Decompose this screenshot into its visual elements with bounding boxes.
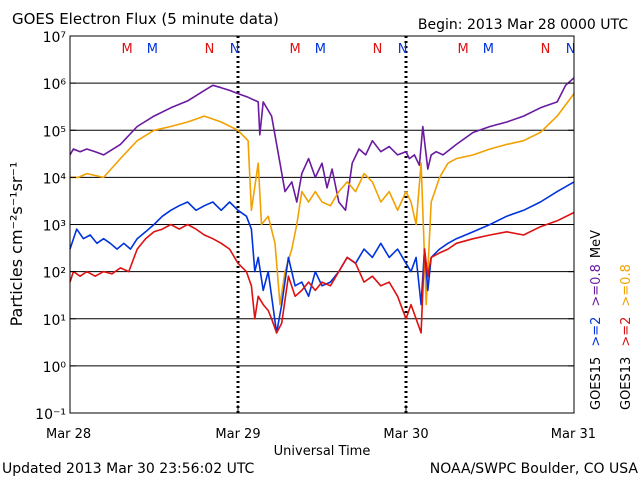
legend-satellite-1: GOES13 <box>619 357 634 410</box>
series-group <box>69 77 575 334</box>
mn-marker-2: N <box>205 42 215 57</box>
y-tick-label-3: 10² <box>43 266 66 282</box>
series-line-3 <box>69 211 575 334</box>
mn-marker-5: M <box>315 42 326 57</box>
x-tick-label-0: Mar 28 <box>46 427 91 442</box>
legend-group-1: GOES13 >=2 >=0.8 <box>619 264 634 410</box>
legend: GOES15 >=2 >=0.8 MeV GOES13 >=2 >=0.8 <box>589 230 634 410</box>
y-axis-label: Particles cm⁻²s⁻¹sr⁻¹ <box>7 162 26 327</box>
x-tick-label-2: Mar 30 <box>383 427 428 442</box>
mn-marker-9: M <box>483 42 494 57</box>
mn-marker-8: M <box>458 42 469 57</box>
series-line-0 <box>69 77 575 212</box>
y-tick-label-1: 10⁰ <box>43 360 67 376</box>
x-tick-label-1: Mar 29 <box>215 427 260 442</box>
mn-marker-3: N <box>230 42 240 57</box>
y-tick-label-6: 10⁵ <box>43 124 66 140</box>
y-tick-label-8: 10⁷ <box>43 30 66 46</box>
mn-marker-4: M <box>290 42 301 57</box>
legend-entry-1-0: >=2 <box>619 317 634 347</box>
y-tick-label-7: 10⁶ <box>43 77 67 93</box>
legend-unit: MeV <box>589 230 604 258</box>
updated-timestamp: Updated 2013 Mar 30 23:56:02 UTC <box>2 461 255 477</box>
legend-entry-0-0: >=2 <box>589 317 604 347</box>
y-tick-label-2: 10¹ <box>43 313 66 329</box>
mn-marker-1: M <box>147 42 158 57</box>
series-line-2 <box>69 181 575 334</box>
mn-marker-0: M <box>122 42 133 57</box>
credit-label: NOAA/SWPC Boulder, CO USA <box>430 461 639 477</box>
legend-entry-1-1: >=0.8 <box>619 264 634 306</box>
legend-entry-0-1: >=0.8 <box>589 264 604 306</box>
x-axis-label: Universal Time <box>274 444 371 459</box>
begin-time-label: Begin: 2013 Mar 28 0000 UTC <box>418 17 628 33</box>
x-tick-label-3: Mar 31 <box>551 427 596 442</box>
mn-marker-10: N <box>541 42 551 57</box>
y-tick-label-5: 10⁴ <box>43 171 67 187</box>
mn-marker-7: N <box>398 42 408 57</box>
y-tick-label-4: 10³ <box>43 219 66 235</box>
chart-title: GOES Electron Flux (5 minute data) <box>12 10 279 28</box>
legend-group-0: GOES15 >=2 >=0.8 MeV <box>589 230 604 410</box>
series-line-1 <box>70 93 575 306</box>
x-axis: Mar 28 Mar 29 Mar 30 Mar 31 <box>46 405 596 442</box>
y-tick-label-0: 10⁻¹ <box>35 407 66 423</box>
legend-satellite-0: GOES15 <box>589 357 604 410</box>
y-axis: 10⁻¹ 10⁰ 10¹ 10² 10³ 10⁴ 10⁵ 10⁶ 10⁷ <box>35 30 574 423</box>
mn-marker-11: N <box>566 42 576 57</box>
mn-marker-6: N <box>373 42 383 57</box>
